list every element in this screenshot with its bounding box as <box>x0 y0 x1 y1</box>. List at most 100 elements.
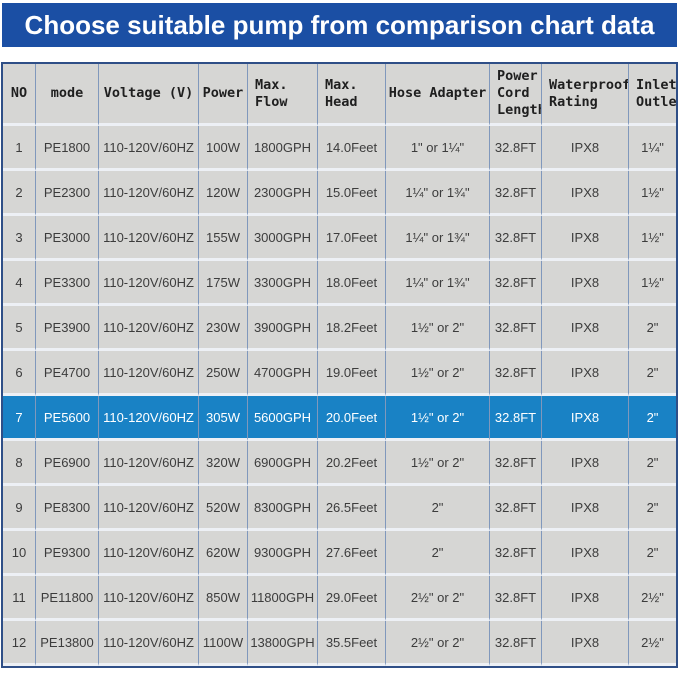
table-cell: 1 <box>3 126 36 171</box>
table-cell: 32.8FT <box>490 576 542 621</box>
table-cell: 1¼" <box>629 126 676 171</box>
table-cell: IPX8 <box>542 396 629 441</box>
table-cell: IPX8 <box>542 441 629 486</box>
table-row: 2 PE2300 110-120V/60HZ 120W 2300GPH 15.0Feet 1… <box>3 171 676 216</box>
table-cell: 2½" <box>629 621 676 666</box>
table-cell: 32.8FT <box>490 621 542 666</box>
page-title: Choose suitable pump from comparison cha… <box>24 9 655 40</box>
table-cell: 620W <box>199 531 248 576</box>
table-cell: 155W <box>199 216 248 261</box>
table-cell: 6900GPH <box>248 441 318 486</box>
table-cell: 110-120V/60HZ <box>99 396 199 441</box>
table-row: 1 PE1800 110-120V/60HZ 100W 1800GPH 14.0Feet 1… <box>3 126 676 171</box>
table-row: 9 PE8300 110-120V/60HZ 520W 8300GPH 26.5Feet 2… <box>3 486 676 531</box>
table-cell: 2½" or 2" <box>386 621 490 666</box>
table-cell: 8300GPH <box>248 486 318 531</box>
table-cell: 1¼" or 1¾" <box>386 171 490 216</box>
table-cell: 2½" <box>629 576 676 621</box>
table-row: 6 PE4700 110-120V/60HZ 250W 4700GPH 19.0Feet 1… <box>3 351 676 396</box>
table-cell: 11 <box>3 576 36 621</box>
table-cell: 1100W <box>199 621 248 666</box>
column-header: Hose Adapter <box>386 64 490 126</box>
table-cell: 1½" or 2" <box>386 396 490 441</box>
table-cell: 18.2Feet <box>318 306 386 351</box>
table-cell: 4 <box>3 261 36 306</box>
table-row: 7 PE5600 110-120V/60HZ 305W 5600GPH 20.0Feet 1… <box>3 396 676 441</box>
table-cell: PE9300 <box>36 531 99 576</box>
table-cell: PE11800 <box>36 576 99 621</box>
table-cell: PE4700 <box>36 351 99 396</box>
table-cell: 175W <box>199 261 248 306</box>
table-cell: 32.8FT <box>490 261 542 306</box>
table-cell: 9300GPH <box>248 531 318 576</box>
table-cell: 1½" <box>629 216 676 261</box>
column-header: Inlet/ Outlet <box>629 64 676 126</box>
table-cell: 20.2Feet <box>318 441 386 486</box>
table-header-row: NO mode Voltage (V) Power Max. Flow Max. Head… <box>3 64 676 126</box>
table-cell: 11800GPH <box>248 576 318 621</box>
table-cell: 3 <box>3 216 36 261</box>
table-cell: 110-120V/60HZ <box>99 126 199 171</box>
table-cell: PE3300 <box>36 261 99 306</box>
table-cell: IPX8 <box>542 306 629 351</box>
column-header: Power Cord Length <box>490 64 542 126</box>
table-cell: 2 <box>3 171 36 216</box>
table-cell: 850W <box>199 576 248 621</box>
table-cell: 2" <box>629 486 676 531</box>
table-cell: 32.8FT <box>490 441 542 486</box>
table-cell: 20.0Feet <box>318 396 386 441</box>
table-cell: 110-120V/60HZ <box>99 486 199 531</box>
table-cell: PE2300 <box>36 171 99 216</box>
table-cell: PE6900 <box>36 441 99 486</box>
table-cell: 18.0Feet <box>318 261 386 306</box>
table-cell: 520W <box>199 486 248 531</box>
table-cell: 100W <box>199 126 248 171</box>
table-cell: 110-120V/60HZ <box>99 216 199 261</box>
table-cell: 32.8FT <box>490 306 542 351</box>
table-cell: 4700GPH <box>248 351 318 396</box>
table-cell: IPX8 <box>542 621 629 666</box>
column-header: Power <box>199 64 248 126</box>
table-cell: 250W <box>199 351 248 396</box>
table-cell: 2½" or 2" <box>386 576 490 621</box>
table-cell: 3300GPH <box>248 261 318 306</box>
table-cell: 2300GPH <box>248 171 318 216</box>
table-cell: 10 <box>3 531 36 576</box>
table-cell: PE3000 <box>36 216 99 261</box>
table-cell: 35.5Feet <box>318 621 386 666</box>
table-cell: 17.0Feet <box>318 216 386 261</box>
table-cell: 9 <box>3 486 36 531</box>
table-cell: PE13800 <box>36 621 99 666</box>
table-cell: 2" <box>629 351 676 396</box>
table-cell: 14.0Feet <box>318 126 386 171</box>
table-row: 11 PE11800 110-120V/60HZ 850W 11800GPH 29.0Fe… <box>3 576 676 621</box>
table-cell: 110-120V/60HZ <box>99 171 199 216</box>
table-cell: 120W <box>199 171 248 216</box>
table-cell: 3000GPH <box>248 216 318 261</box>
table-row: 12 PE13800 110-120V/60HZ 1100W 13800GPH 35.5F… <box>3 621 676 666</box>
table-cell: 110-120V/60HZ <box>99 306 199 351</box>
table-row: 8 PE6900 110-120V/60HZ 320W 6900GPH 20.2Feet 1… <box>3 441 676 486</box>
table-cell: IPX8 <box>542 486 629 531</box>
table-cell: 5 <box>3 306 36 351</box>
table-cell: IPX8 <box>542 216 629 261</box>
table-cell: 32.8FT <box>490 171 542 216</box>
table-cell: 15.0Feet <box>318 171 386 216</box>
table-cell: 32.8FT <box>490 486 542 531</box>
column-header: NO <box>3 64 36 126</box>
table-cell: 32.8FT <box>490 531 542 576</box>
table-cell: IPX8 <box>542 126 629 171</box>
table-cell: 2" <box>386 531 490 576</box>
table-cell: 32.8FT <box>490 396 542 441</box>
table-cell: 7 <box>3 396 36 441</box>
table-cell: PE1800 <box>36 126 99 171</box>
column-header: Max. Flow <box>248 64 318 126</box>
table-cell: 110-120V/60HZ <box>99 441 199 486</box>
table-cell: 110-120V/60HZ <box>99 531 199 576</box>
table-cell: 27.6Feet <box>318 531 386 576</box>
table-cell: 19.0Feet <box>318 351 386 396</box>
column-header: Voltage (V) <box>99 64 199 126</box>
table-cell: IPX8 <box>542 531 629 576</box>
table-cell: PE8300 <box>36 486 99 531</box>
column-header: Waterproof Rating <box>542 64 629 126</box>
